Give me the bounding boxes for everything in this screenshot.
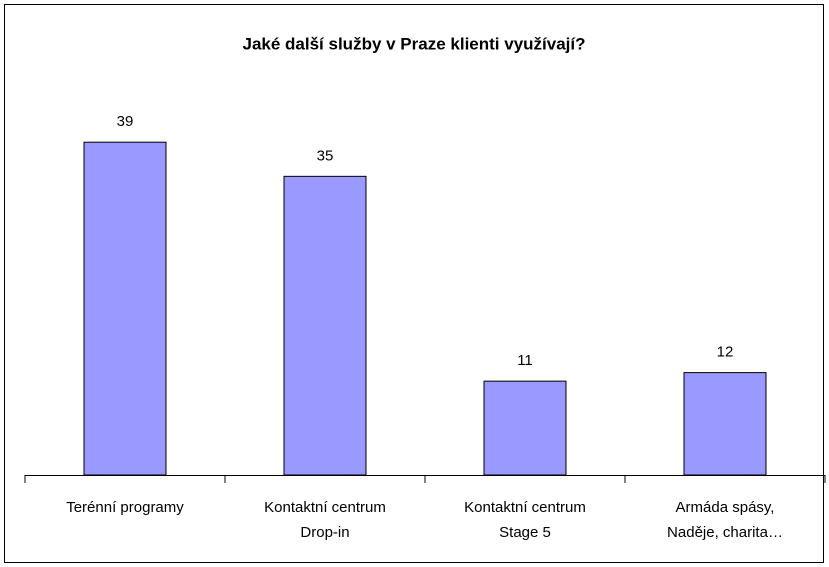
data-label: 11 <box>517 352 533 369</box>
x-tick-label: Kontaktní centrum <box>264 499 386 516</box>
bar <box>283 175 367 476</box>
data-label: 12 <box>717 344 734 361</box>
x-tick-label: Terénní programy <box>66 499 184 516</box>
data-label: 39 <box>117 113 134 130</box>
x-tick-label: Drop-in <box>300 524 349 541</box>
bar <box>83 141 167 476</box>
x-tick-label: Kontaktní centrum <box>464 499 586 516</box>
x-tick-label: Armáda spásy, <box>676 499 775 516</box>
bar <box>683 372 767 476</box>
bar <box>483 380 567 476</box>
x-tick-label: Naděje, charita… <box>667 524 783 541</box>
x-tick-label: Stage 5 <box>499 524 551 541</box>
chart-title: Jaké další služby v Praze klienti využív… <box>243 34 586 53</box>
data-label: 35 <box>317 147 334 164</box>
